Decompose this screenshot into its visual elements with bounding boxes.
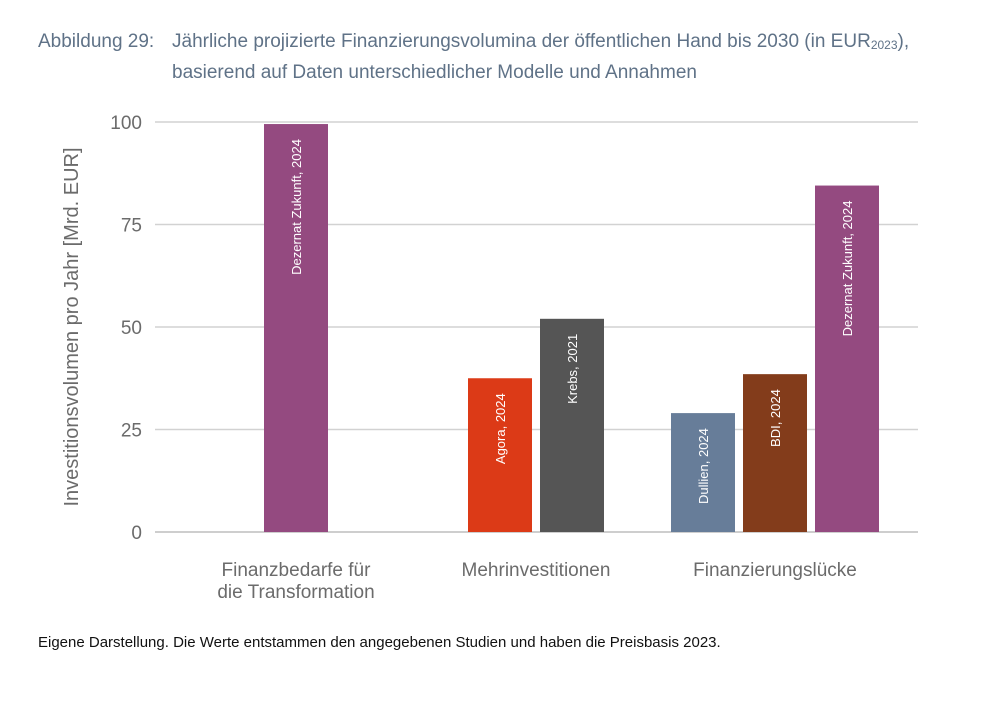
category-label-0-1: die Transformation — [217, 582, 374, 603]
bar-2-2 — [815, 185, 879, 533]
y-tick-label-100: 100 — [110, 113, 142, 134]
bar-1-0 — [468, 378, 532, 532]
figure-title-line2: basierend auf Daten unterschiedlicher Mo… — [172, 62, 697, 83]
bar-chart: 0 25 50 75 100 Investitionsvolumen pro Jahr [… — [61, 113, 918, 603]
footnote: Eigene Darstellung. Die Werte entstammen… — [38, 634, 721, 651]
bar-2-1 — [743, 374, 807, 532]
figure-title-main: Jährliche projizierte Finanzierungsvolum… — [172, 31, 871, 52]
bar-label-2-0: Dullien, 2024 — [696, 428, 711, 504]
bar-0-0 — [264, 124, 328, 533]
figure-title-end: ), — [897, 31, 910, 52]
figure-label: Abbildung 29: — [38, 31, 155, 52]
category-label-0-0: Finanzbedarfe für — [222, 560, 372, 581]
bar-label-0-0: Dezernat Zukunft, 2024 — [289, 139, 304, 275]
bar-label-1-0: Agora, 2024 — [493, 393, 508, 464]
bar-2-0 — [671, 413, 735, 532]
y-tick-label-75: 75 — [121, 216, 142, 237]
y-tick-label-0: 0 — [131, 523, 142, 544]
y-axis-label: Investitionsvolumen pro Jahr [Mrd. EUR] — [61, 147, 83, 506]
bar-1-1 — [540, 318, 604, 532]
y-tick-label-50: 50 — [121, 318, 142, 339]
category-label-1-0: Mehrinvestitionen — [462, 560, 611, 581]
bar-label-2-1: BDI, 2024 — [768, 389, 783, 447]
figure-title-subscript: 2023 — [870, 38, 898, 52]
figure-title: Jährliche projizierte Finanzierungsvolum… — [172, 28, 948, 86]
category-label-2-0: Finanzierungslücke — [693, 560, 857, 581]
y-tick-label-25: 25 — [121, 421, 142, 442]
bar-label-1-1: Krebs, 2021 — [565, 334, 580, 404]
bar-label-2-2: Dezernat Zukunft, 2024 — [840, 201, 855, 337]
